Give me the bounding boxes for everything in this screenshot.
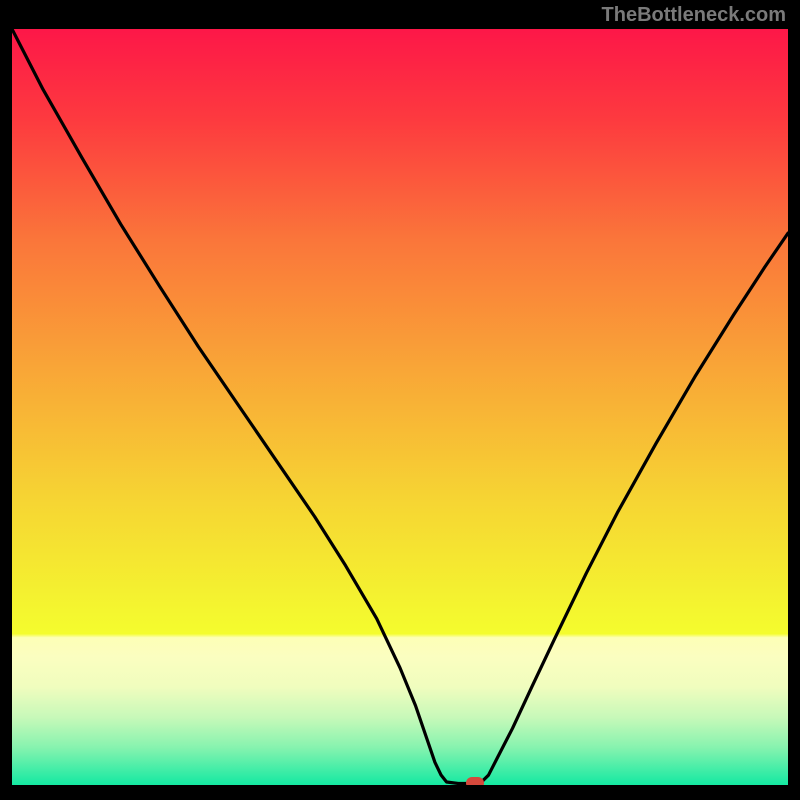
optimum-marker	[466, 777, 484, 785]
bottleneck-curve	[12, 29, 788, 785]
frame-border-right	[788, 0, 800, 800]
watermark: TheBottleneck.com	[602, 4, 786, 27]
plot-area	[12, 29, 788, 785]
frame-border-left	[0, 0, 12, 800]
frame-border-bottom	[0, 785, 800, 800]
